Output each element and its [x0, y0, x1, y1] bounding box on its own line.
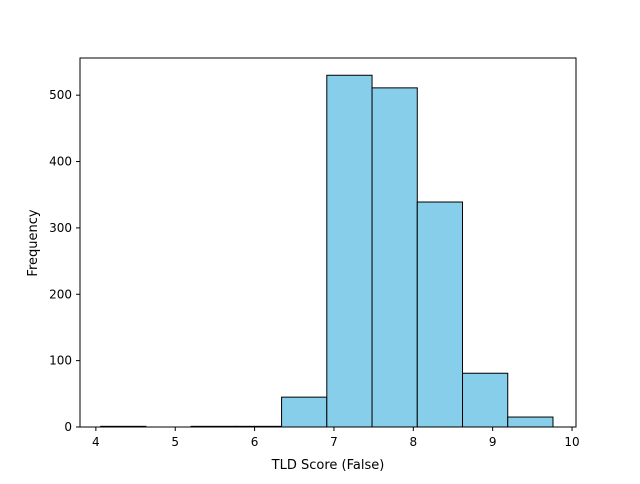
x-tick-label: 10: [564, 435, 579, 449]
histogram-bar: [326, 74, 373, 428]
x-axis-ticks: 4 5 6 7 8 9 10: [92, 427, 580, 449]
histogram-bar: [281, 396, 328, 428]
y-tick-label: 500: [49, 88, 72, 102]
x-tick-label: 4: [92, 435, 100, 449]
x-tick-label: 8: [409, 435, 417, 449]
x-tick-label: 5: [171, 435, 179, 449]
plot-frame: [79, 57, 577, 428]
y-tick-label: 200: [49, 287, 72, 301]
y-tick-label: 0: [64, 420, 72, 434]
x-axis-label: TLD Score (False): [271, 458, 385, 473]
histogram-bar: [507, 416, 554, 428]
histogram-bar: [371, 87, 418, 428]
x-tick-label: 6: [251, 435, 259, 449]
y-axis-ticks: 0 100 200 300 400 500: [49, 88, 80, 434]
x-tick-label: 7: [330, 435, 338, 449]
y-tick-label: 400: [49, 155, 72, 169]
bars-group: [100, 74, 554, 428]
histogram-bar: [416, 201, 464, 428]
y-tick-label: 300: [49, 221, 72, 235]
y-axis-label: Frequency: [26, 209, 41, 276]
histogram-bar: [462, 372, 509, 428]
y-tick-label: 100: [49, 354, 72, 368]
x-tick-label: 9: [489, 435, 497, 449]
